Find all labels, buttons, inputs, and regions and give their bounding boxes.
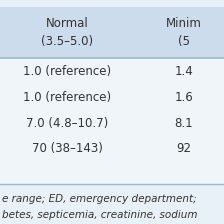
Text: 70 (38–143): 70 (38–143) <box>32 142 103 155</box>
Text: 7.0 (4.8–10.7): 7.0 (4.8–10.7) <box>26 117 108 130</box>
Text: e range; ED, emergency department;: e range; ED, emergency department; <box>2 194 197 204</box>
Text: 1.4: 1.4 <box>174 65 193 78</box>
Text: 8.1: 8.1 <box>174 117 193 130</box>
Text: 1.0 (reference): 1.0 (reference) <box>23 65 111 78</box>
Text: Minim
(5: Minim (5 <box>166 17 202 48</box>
Text: 1.0 (reference): 1.0 (reference) <box>23 91 111 104</box>
Text: 1.6: 1.6 <box>174 91 193 104</box>
Text: Normal
(3.5–5.0): Normal (3.5–5.0) <box>41 17 93 48</box>
Text: betes, septicemia, creatinine, sodium: betes, septicemia, creatinine, sodium <box>2 210 198 220</box>
FancyBboxPatch shape <box>0 58 224 184</box>
Text: 92: 92 <box>176 142 191 155</box>
FancyBboxPatch shape <box>0 7 224 58</box>
